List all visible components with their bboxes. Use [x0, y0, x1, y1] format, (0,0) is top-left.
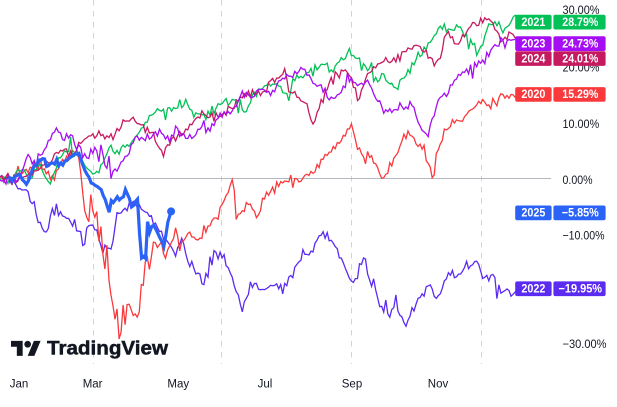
svg-text:15.29%: 15.29% — [562, 87, 598, 101]
svg-text:10.00%: 10.00% — [563, 117, 600, 131]
svg-text:−19.95%: −19.95% — [559, 282, 603, 296]
svg-text:Mar: Mar — [83, 379, 103, 391]
svg-text:Jan: Jan — [10, 379, 29, 391]
svg-text:24.73%: 24.73% — [562, 36, 598, 50]
svg-text:2020: 2020 — [521, 87, 545, 101]
svg-text:−30.00%: −30.00% — [563, 337, 607, 351]
svg-text:2022: 2022 — [521, 282, 545, 296]
svg-text:28.79%: 28.79% — [562, 15, 598, 29]
svg-text:Nov: Nov — [428, 379, 449, 391]
svg-text:2023: 2023 — [521, 36, 545, 50]
svg-text:Sep: Sep — [342, 379, 362, 391]
svg-text:−10.00%: −10.00% — [563, 229, 605, 243]
svg-text:2024: 2024 — [521, 51, 545, 65]
svg-text:0.00%: 0.00% — [563, 173, 593, 187]
svg-text:May: May — [167, 379, 189, 391]
svg-text:30.00%: 30.00% — [563, 3, 600, 17]
svg-text:Jul: Jul — [258, 379, 273, 391]
svg-text:−5.85%: −5.85% — [562, 206, 599, 220]
svg-text:2025: 2025 — [521, 206, 545, 220]
svg-text:2021: 2021 — [521, 15, 545, 29]
svg-text:24.01%: 24.01% — [562, 51, 598, 65]
svg-text:TradingView: TradingView — [47, 339, 168, 360]
